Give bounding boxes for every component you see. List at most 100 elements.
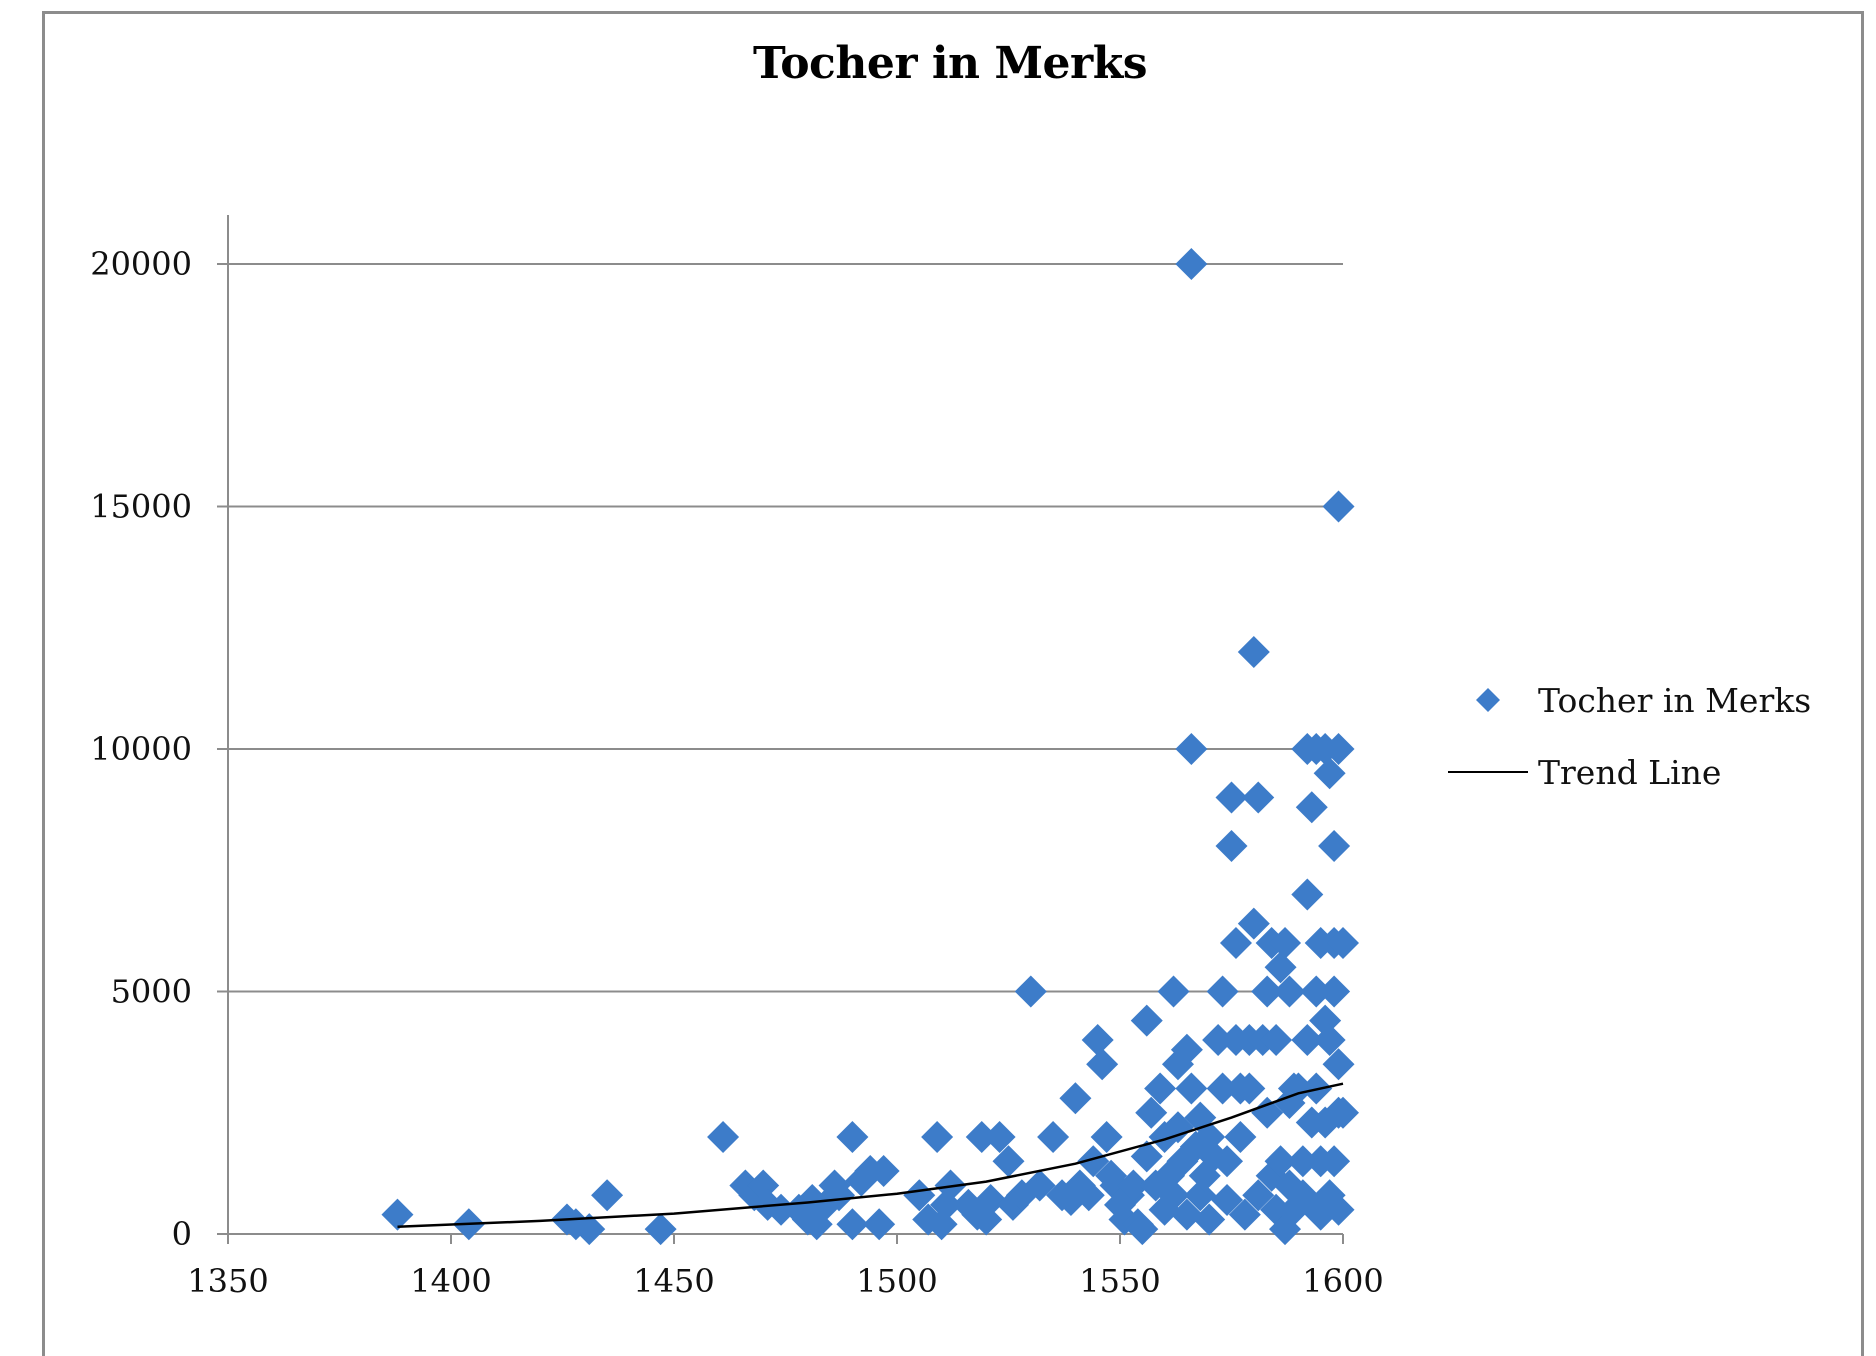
data-point bbox=[1175, 248, 1208, 280]
data-point bbox=[1215, 830, 1248, 862]
data-point bbox=[1295, 791, 1328, 824]
data-point bbox=[1059, 1082, 1092, 1115]
data-point bbox=[1242, 781, 1275, 814]
data-point bbox=[983, 1121, 1016, 1153]
data-point bbox=[1300, 975, 1333, 1008]
data-point bbox=[823, 1179, 856, 1212]
data-point bbox=[1286, 1145, 1319, 1178]
data-point bbox=[644, 1213, 677, 1246]
data-point bbox=[1130, 1140, 1163, 1173]
gridlines bbox=[217, 263, 1343, 993]
data-point bbox=[1175, 1072, 1208, 1105]
data-point bbox=[591, 1179, 624, 1212]
data-point bbox=[1202, 1024, 1235, 1056]
data-point bbox=[707, 1121, 740, 1153]
data-point bbox=[1193, 1203, 1226, 1236]
data-point bbox=[381, 1198, 414, 1231]
legend-item-tocher: Tocher in Merks bbox=[1476, 681, 1811, 720]
y-tick-label: 10000 bbox=[90, 730, 192, 768]
y-tick-label: 20000 bbox=[90, 245, 192, 283]
x-tick-label: 1550 bbox=[1079, 1262, 1160, 1300]
data-point bbox=[1144, 1072, 1177, 1105]
data-point bbox=[1237, 636, 1270, 668]
data-point bbox=[1228, 1198, 1261, 1231]
data-point bbox=[921, 1121, 954, 1153]
data-point bbox=[1215, 781, 1248, 814]
trend-line bbox=[397, 1082, 1344, 1228]
data-point bbox=[1211, 1145, 1244, 1178]
legend: Tocher in Merks Trend Line bbox=[1448, 681, 1811, 792]
data-point bbox=[1327, 1096, 1359, 1129]
data-point bbox=[1126, 1213, 1159, 1246]
data-point bbox=[1242, 1179, 1275, 1212]
data-point bbox=[1219, 927, 1252, 959]
data-point bbox=[1157, 1179, 1190, 1212]
data-point bbox=[1322, 733, 1355, 765]
y-axis-labels: 0 5000 10000 15000 20000 bbox=[90, 245, 192, 1253]
data-point bbox=[1077, 1145, 1110, 1178]
data-point bbox=[1269, 927, 1302, 959]
data-point bbox=[1291, 1024, 1324, 1056]
data-point bbox=[1264, 951, 1297, 984]
data-point bbox=[1318, 830, 1351, 862]
data-point bbox=[1170, 1033, 1203, 1066]
data-point bbox=[765, 1193, 798, 1226]
data-point bbox=[1157, 975, 1190, 1008]
y-tick-label: 5000 bbox=[111, 973, 192, 1011]
chart-title: Tocher in Merks bbox=[753, 38, 1147, 89]
x-axis-labels: 1350 1400 1450 1500 1550 1600 bbox=[187, 1262, 1383, 1300]
x-tick-label: 1400 bbox=[410, 1262, 491, 1300]
legend-label: Trend Line bbox=[1538, 753, 1721, 792]
x-tick-label: 1350 bbox=[187, 1262, 268, 1300]
chart-frame: Tocher in Merks bbox=[42, 11, 1864, 1356]
trend-line-path bbox=[397, 1082, 1344, 1228]
data-point bbox=[1322, 1193, 1355, 1226]
data-point bbox=[1206, 1072, 1239, 1105]
y-tick-label: 15000 bbox=[90, 488, 192, 526]
data-point bbox=[1327, 927, 1359, 959]
x-tick-label: 1500 bbox=[856, 1262, 937, 1300]
data-point bbox=[1072, 1179, 1105, 1212]
data-point bbox=[903, 1179, 936, 1212]
data-point bbox=[1318, 1145, 1351, 1178]
data-point bbox=[1224, 1121, 1257, 1153]
data-point bbox=[1206, 975, 1239, 1008]
data-point bbox=[965, 1121, 998, 1153]
data-point bbox=[1014, 975, 1047, 1008]
data-point bbox=[867, 1154, 900, 1187]
data-point bbox=[1081, 1024, 1114, 1056]
data-point bbox=[1313, 757, 1346, 790]
diamond-marker-icon bbox=[1476, 688, 1500, 712]
data-point bbox=[1260, 1024, 1293, 1056]
x-tick-label: 1450 bbox=[633, 1262, 714, 1300]
data-point bbox=[1322, 490, 1355, 523]
data-point bbox=[1273, 975, 1306, 1008]
legend-item-trend: Trend Line bbox=[1448, 753, 1721, 792]
data-point bbox=[1251, 975, 1284, 1008]
data-point bbox=[1211, 1184, 1244, 1217]
data-point bbox=[974, 1184, 1007, 1217]
data-point bbox=[1175, 733, 1208, 765]
data-points bbox=[381, 248, 1359, 1246]
data-point bbox=[1090, 1121, 1123, 1153]
data-point bbox=[1086, 1048, 1119, 1081]
data-point bbox=[1264, 1145, 1297, 1178]
data-point bbox=[1170, 1198, 1203, 1231]
data-point bbox=[863, 1208, 896, 1241]
data-point bbox=[573, 1213, 606, 1246]
data-point bbox=[1313, 1024, 1346, 1056]
data-point bbox=[836, 1208, 869, 1241]
data-point bbox=[1117, 1169, 1150, 1202]
data-point bbox=[1237, 907, 1270, 940]
data-point bbox=[992, 1145, 1025, 1178]
axes bbox=[217, 215, 1344, 1244]
data-point bbox=[1135, 1096, 1168, 1129]
data-point bbox=[1037, 1121, 1070, 1153]
y-tick-label: 0 bbox=[172, 1215, 192, 1253]
x-tick-label: 1600 bbox=[1302, 1262, 1383, 1300]
legend-label: Tocher in Merks bbox=[1538, 681, 1811, 720]
data-point bbox=[1130, 1004, 1163, 1037]
data-point bbox=[836, 1121, 869, 1153]
data-point bbox=[1322, 1048, 1355, 1081]
